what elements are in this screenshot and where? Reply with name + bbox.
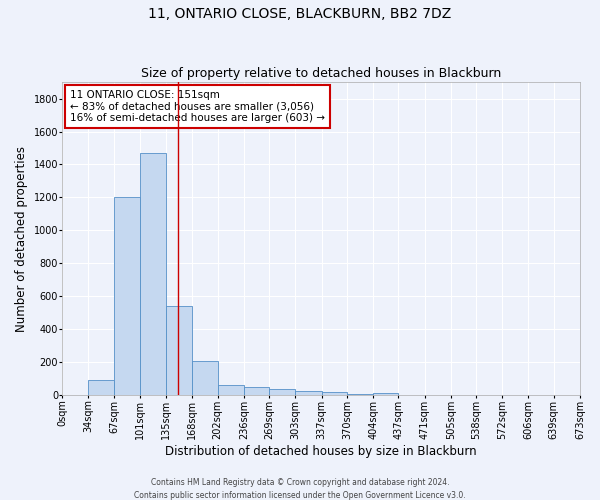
Bar xyxy=(295,390,322,396)
Bar xyxy=(88,380,114,396)
Title: Size of property relative to detached houses in Blackburn: Size of property relative to detached ho… xyxy=(141,66,501,80)
Bar xyxy=(269,388,295,396)
Text: Contains HM Land Registry data © Crown copyright and database right 2024.
Contai: Contains HM Land Registry data © Crown c… xyxy=(134,478,466,500)
Bar xyxy=(322,392,347,396)
Bar xyxy=(347,394,373,396)
Bar xyxy=(114,198,140,396)
X-axis label: Distribution of detached houses by size in Blackburn: Distribution of detached houses by size … xyxy=(166,444,477,458)
Text: 11 ONTARIO CLOSE: 151sqm
← 83% of detached houses are smaller (3,056)
16% of sem: 11 ONTARIO CLOSE: 151sqm ← 83% of detach… xyxy=(70,90,325,123)
Bar xyxy=(191,362,218,396)
Bar xyxy=(218,384,244,396)
Bar xyxy=(140,153,166,396)
Text: 11, ONTARIO CLOSE, BLACKBURN, BB2 7DZ: 11, ONTARIO CLOSE, BLACKBURN, BB2 7DZ xyxy=(148,8,452,22)
Bar xyxy=(244,387,269,396)
Y-axis label: Number of detached properties: Number of detached properties xyxy=(15,146,28,332)
Bar xyxy=(166,306,191,396)
Bar xyxy=(373,393,398,396)
